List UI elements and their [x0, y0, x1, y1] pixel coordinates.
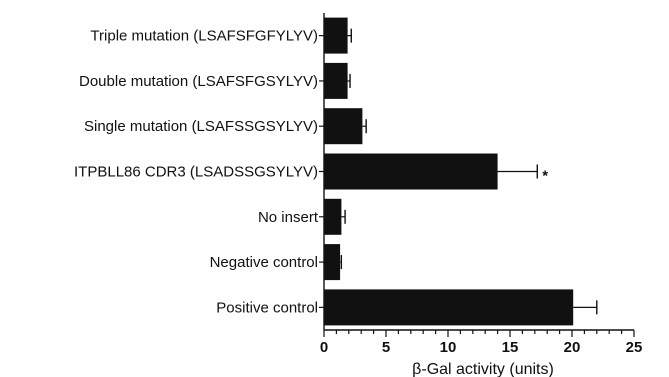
x-tick-label: 15 — [502, 339, 519, 356]
bar — [324, 244, 341, 281]
error-bar — [347, 73, 351, 88]
bars-group — [324, 17, 574, 326]
x-tick-label: 0 — [320, 339, 328, 356]
error-bar — [573, 300, 598, 315]
bar — [324, 108, 363, 145]
bar — [324, 289, 574, 326]
error-bar — [340, 255, 343, 270]
category-label: Negative control — [210, 254, 318, 271]
bar — [324, 62, 348, 99]
bar — [324, 153, 498, 190]
error-bars-group — [340, 28, 598, 315]
category-label: Single mutation (LSAFSSGSYLYV) — [84, 118, 318, 135]
error-bar — [347, 28, 352, 43]
category-label: Triple mutation (LSAFSFGFYLYV) — [90, 28, 318, 45]
x-tick-label: 20 — [564, 339, 581, 356]
bar — [324, 17, 348, 54]
x-tick-label: 5 — [382, 339, 390, 356]
category-labels-group: Triple mutation (LSAFSFGFYLYV) Double mut… — [74, 28, 548, 317]
x-tick-label: 25 — [626, 339, 643, 356]
category-label: Double mutation (LSAFSFGSYLYV) — [79, 73, 318, 90]
category-label: ITPBLL86 CDR3 (LSADSSGSYLYV) — [74, 164, 318, 181]
error-bar — [341, 209, 346, 224]
significance-marker: * — [542, 168, 548, 185]
category-label: Positive control — [216, 299, 318, 316]
error-bar — [497, 164, 538, 179]
x-tick-label: 10 — [440, 339, 457, 356]
category-label: No insert — [258, 209, 319, 226]
x-axis-title: β-Gal activity (units) — [412, 361, 554, 377]
x-axis: 0 5 10 15 20 25 — [319, 13, 642, 356]
error-bar — [362, 119, 367, 134]
bar — [324, 198, 342, 235]
